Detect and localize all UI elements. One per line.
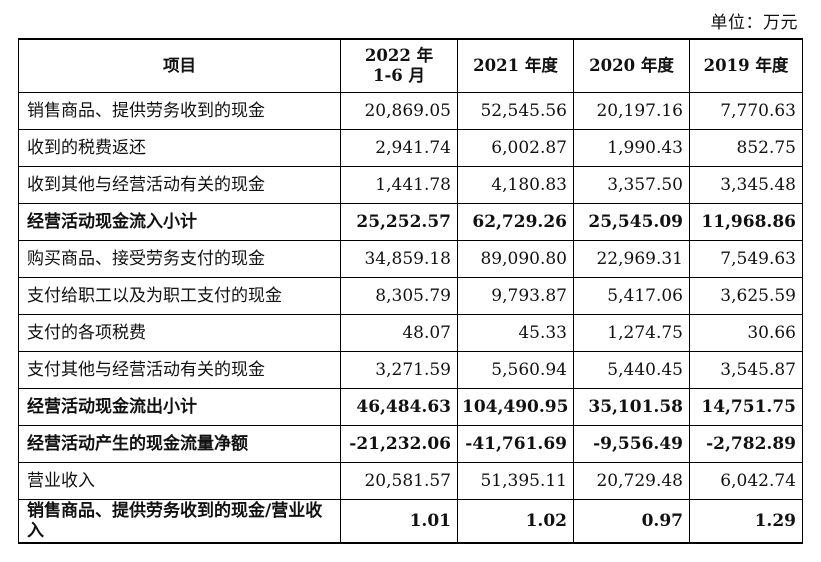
table-row: 购买商品、接受劳务支付的现金 34,859.18 89,090.80 22,969.3…: [18, 240, 803, 278]
row-value: 25,252.57: [340, 203, 458, 241]
row-value: -41,761.69: [457, 425, 574, 463]
row-value: 30.66: [689, 314, 803, 352]
row-value: 89,090.80: [457, 240, 574, 278]
row-value: 3,357.50: [573, 166, 690, 204]
row-value: 852.75: [689, 129, 803, 167]
row-value: 1,274.75: [573, 314, 690, 352]
row-value: -2,782.89: [689, 425, 803, 463]
row-label: 支付给职工以及为职工支付的现金: [18, 277, 341, 315]
row-value: 20,581.57: [340, 462, 458, 500]
row-label: 购买商品、接受劳务支付的现金: [18, 240, 341, 278]
table-row: 收到其他与经营活动有关的现金 1,441.78 4,180.83 3,357.50 3,…: [18, 166, 803, 204]
cash-flow-table: 项目 2022 年 1-6 月 2021 年度 2020 年度 2019 年度 …: [18, 38, 803, 544]
table-row: 销售商品、提供劳务收到的现金/营业收入 1.01 1.02 0.97 1.29: [18, 499, 803, 544]
row-value: 2,941.74: [340, 129, 458, 167]
row-value: 3,625.59: [689, 277, 803, 315]
table-row: 经营活动现金流入小计 25,252.57 62,729.26 25,545.09 11,…: [18, 203, 803, 241]
row-value: 45.33: [457, 314, 574, 352]
row-label: 销售商品、提供劳务收到的现金: [18, 92, 341, 130]
row-value: 5,417.06: [573, 277, 690, 315]
row-value: 3,545.87: [689, 351, 803, 389]
row-value: 46,484.63: [340, 388, 458, 426]
header-2021: 2021 年度: [457, 38, 574, 93]
row-value: 1,441.78: [340, 166, 458, 204]
row-value: 6,002.87: [457, 129, 574, 167]
row-label: 营业收入: [18, 462, 341, 500]
row-value: 1.02: [457, 499, 574, 544]
row-value: 48.07: [340, 314, 458, 352]
table-header-row: 项目 2022 年 1-6 月 2021 年度 2020 年度 2019 年度: [18, 38, 803, 93]
row-label: 收到的税费返还: [18, 129, 341, 167]
row-label: 经营活动产生的现金流量净额: [18, 425, 341, 463]
row-value: 0.97: [573, 499, 690, 544]
row-label: 经营活动现金流出小计: [18, 388, 341, 426]
table-row: 收到的税费返还 2,941.74 6,002.87 1,990.43 852.75: [18, 129, 803, 167]
header-2022h1: 2022 年 1-6 月: [340, 38, 458, 93]
table-row: 营业收入 20,581.57 51,395.11 20,729.48 6,042.74: [18, 462, 803, 500]
row-value: 104,490.95: [457, 388, 574, 426]
row-value: 34,859.18: [340, 240, 458, 278]
table-row: 支付的各项税费 48.07 45.33 1,274.75 30.66: [18, 314, 803, 352]
row-value: 51,395.11: [457, 462, 574, 500]
row-value: 52,545.56: [457, 92, 574, 130]
row-value: -21,232.06: [340, 425, 458, 463]
row-value: 3,271.59: [340, 351, 458, 389]
unit-label: 单位：万元: [710, 13, 798, 33]
row-value: 6,042.74: [689, 462, 803, 500]
table-row: 支付给职工以及为职工支付的现金 8,305.79 9,793.87 5,417.06 3…: [18, 277, 803, 315]
row-value: 7,770.63: [689, 92, 803, 130]
table-row: 经营活动现金流出小计 46,484.63 104,490.95 35,101.58 14…: [18, 388, 803, 426]
row-value: 9,793.87: [457, 277, 574, 315]
row-label: 支付的各项税费: [18, 314, 341, 352]
table-row: 销售商品、提供劳务收到的现金 20,869.05 52,545.56 20,197.1…: [18, 92, 803, 130]
row-value: 1,990.43: [573, 129, 690, 167]
row-value: 20,729.48: [573, 462, 690, 500]
row-label: 销售商品、提供劳务收到的现金/营业收入: [18, 499, 341, 544]
row-value: 14,751.75: [689, 388, 803, 426]
row-label: 经营活动现金流入小计: [18, 203, 341, 241]
row-value: -9,556.49: [573, 425, 690, 463]
header-2019: 2019 年度: [689, 38, 803, 93]
row-value: 20,869.05: [340, 92, 458, 130]
row-value: 22,969.31: [573, 240, 690, 278]
row-value: 1.01: [340, 499, 458, 544]
header-item: 项目: [18, 38, 341, 93]
row-value: 7,549.63: [689, 240, 803, 278]
header-2020: 2020 年度: [573, 38, 690, 93]
row-value: 35,101.58: [573, 388, 690, 426]
row-label: 收到其他与经营活动有关的现金: [18, 166, 341, 204]
row-value: 5,440.45: [573, 351, 690, 389]
row-value: 25,545.09: [573, 203, 690, 241]
row-value: 1.29: [689, 499, 803, 544]
row-value: 3,345.48: [689, 166, 803, 204]
row-value: 20,197.16: [573, 92, 690, 130]
row-value: 4,180.83: [457, 166, 574, 204]
row-value: 62,729.26: [457, 203, 574, 241]
row-value: 8,305.79: [340, 277, 458, 315]
table-row: 经营活动产生的现金流量净额 -21,232.06 -41,761.69 -9,556.…: [18, 425, 803, 463]
table-row: 支付其他与经营活动有关的现金 3,271.59 5,560.94 5,440.45 3,…: [18, 351, 803, 389]
row-label: 支付其他与经营活动有关的现金: [18, 351, 341, 389]
row-value: 11,968.86: [689, 203, 803, 241]
row-value: 5,560.94: [457, 351, 574, 389]
